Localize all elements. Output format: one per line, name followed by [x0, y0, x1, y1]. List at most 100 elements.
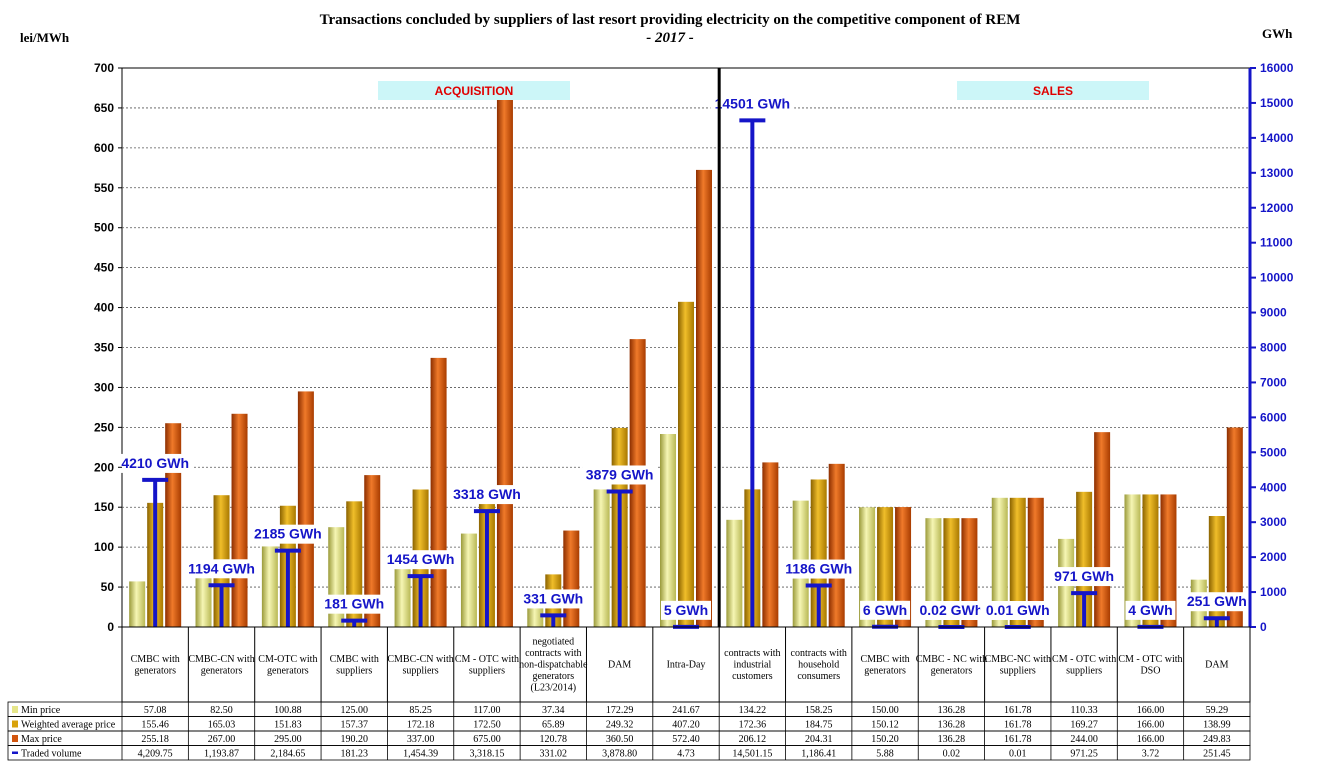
price-bar [231, 413, 248, 627]
table-cell: 100.88 [274, 705, 302, 716]
category-label: contracts with household consumers [791, 648, 847, 682]
table-cell: 165.03 [208, 720, 236, 731]
volume-label: 14501 GWh [715, 95, 790, 111]
volume-label: 331 GWh [523, 590, 583, 606]
category-label: CMBC - NC with generators [916, 654, 987, 677]
y2-tick-label: 3000 [1260, 515, 1287, 529]
price-bar [1124, 494, 1141, 627]
chart-subtitle: - 2017 - [646, 30, 694, 46]
table-cell: 360.50 [606, 734, 634, 745]
table-cell: 172.18 [407, 720, 435, 731]
volume-label: 181 GWh [324, 596, 384, 612]
y-tick-label: 450 [94, 261, 114, 275]
volume-label: 4210 GWh [121, 455, 189, 471]
y2-tick-label: 16000 [1260, 61, 1294, 75]
table-cell: 172.50 [473, 720, 501, 731]
y-tick-label: 0 [107, 620, 114, 634]
price-bar [496, 87, 513, 627]
legend-label: Traded volume [21, 749, 82, 760]
table-cell: 4.73 [677, 749, 695, 760]
y2-tick-label: 6000 [1260, 410, 1287, 424]
y2-tick-label: 14000 [1260, 131, 1294, 145]
table-cell: 136.28 [938, 705, 966, 716]
price-bar [925, 518, 942, 627]
table-cell: 150.00 [871, 705, 899, 716]
price-bar [1027, 497, 1044, 627]
table-cell: 136.28 [938, 720, 966, 731]
data-table: CMBC with generators CMBC-CN with generator… [7, 626, 1251, 761]
table-cell: 151.83 [274, 720, 302, 731]
price-bar [859, 507, 876, 627]
volume-label: 0.01 GWh [986, 602, 1050, 618]
table-cell: 158.25 [805, 705, 833, 716]
table-cell: 155.46 [141, 720, 169, 731]
table-cell: 120.78 [540, 734, 568, 745]
section-label-bg [957, 81, 1149, 100]
price-bar [991, 497, 1008, 627]
table-cell: 166.00 [1137, 720, 1165, 731]
table-cell: 337.00 [407, 734, 435, 745]
table-cell: 14,501.15 [732, 749, 772, 760]
price-bar [1009, 497, 1026, 627]
table-cell: 172.29 [606, 705, 634, 716]
y2-tick-label: 2000 [1260, 550, 1287, 564]
price-bar [678, 301, 694, 627]
table-cell: 572.40 [672, 734, 700, 745]
price-bar [726, 519, 743, 627]
volume-label-bg [1125, 600, 1176, 620]
table-cell: 169.27 [1070, 720, 1098, 731]
price-bar [1226, 427, 1243, 627]
volume-label-bg [582, 465, 658, 485]
table-cell: 166.00 [1137, 734, 1165, 745]
volume-label: 971 GWh [1054, 568, 1114, 584]
price-bar [895, 507, 912, 627]
volume-label-bg [320, 594, 388, 614]
price-bar [364, 475, 381, 627]
table-cell: 125.00 [340, 705, 368, 716]
table-cell: 37.34 [542, 705, 565, 716]
volume-label: 3318 GWh [453, 486, 521, 502]
section-label: ACQUISITION [435, 84, 514, 98]
table-cell: 82.50 [210, 705, 233, 716]
table-row [7, 745, 1251, 761]
category-label: Intra-Day [667, 660, 706, 671]
table-cell: 249.83 [1203, 734, 1231, 745]
legend-swatch [12, 706, 18, 713]
y-tick-label: 650 [94, 101, 114, 115]
y2-tick-label: 7000 [1260, 375, 1287, 389]
category-label: contracts with industrial customers [724, 648, 780, 682]
y2-tick-label: 0 [1260, 620, 1267, 634]
category-label: CMBC-NC with suppliers [985, 654, 1051, 677]
table-cell: 3,318.15 [469, 749, 504, 760]
table-cell: 59.29 [1206, 705, 1229, 716]
price-bar [165, 423, 182, 627]
volume-label-bg [183, 559, 260, 579]
table-cell: 295.00 [274, 734, 302, 745]
volume-label-bg [1050, 567, 1118, 587]
y2-tick-label: 5000 [1260, 445, 1287, 459]
table-cell: 1,454.39 [403, 749, 438, 760]
volume-label: 3879 GWh [586, 466, 654, 482]
volume-label: 1454 GWh [387, 551, 455, 567]
table-cell: 3,878.80 [602, 749, 637, 760]
legend-label: Max price [21, 734, 62, 745]
category-label: CMBC with generators [860, 654, 909, 677]
volume-label: 5 GWh [664, 602, 708, 618]
table-cell: 161.78 [1004, 734, 1032, 745]
price-bar [593, 489, 610, 627]
section-label-bg [378, 81, 570, 100]
price-bar [762, 462, 779, 627]
category-label: CMBC with generators [131, 654, 180, 677]
price-bar [261, 546, 278, 627]
price-bar [129, 581, 146, 627]
table-cell: 150.20 [871, 734, 899, 745]
volume-label: 0.02 GWh [920, 602, 984, 618]
price-bar [297, 391, 314, 627]
volume-markers: 4210 GWh 1194 GWh 2185 GWh 181 GWh 1454 GWh 3… [117, 94, 1251, 629]
bars [129, 87, 1243, 628]
table-cell: 138.99 [1203, 720, 1231, 731]
table-cell: 407.20 [672, 720, 700, 731]
price-bar [877, 507, 894, 627]
category-label: CMBC-CN with generators [188, 654, 254, 677]
table-cell: 57.08 [144, 705, 167, 716]
